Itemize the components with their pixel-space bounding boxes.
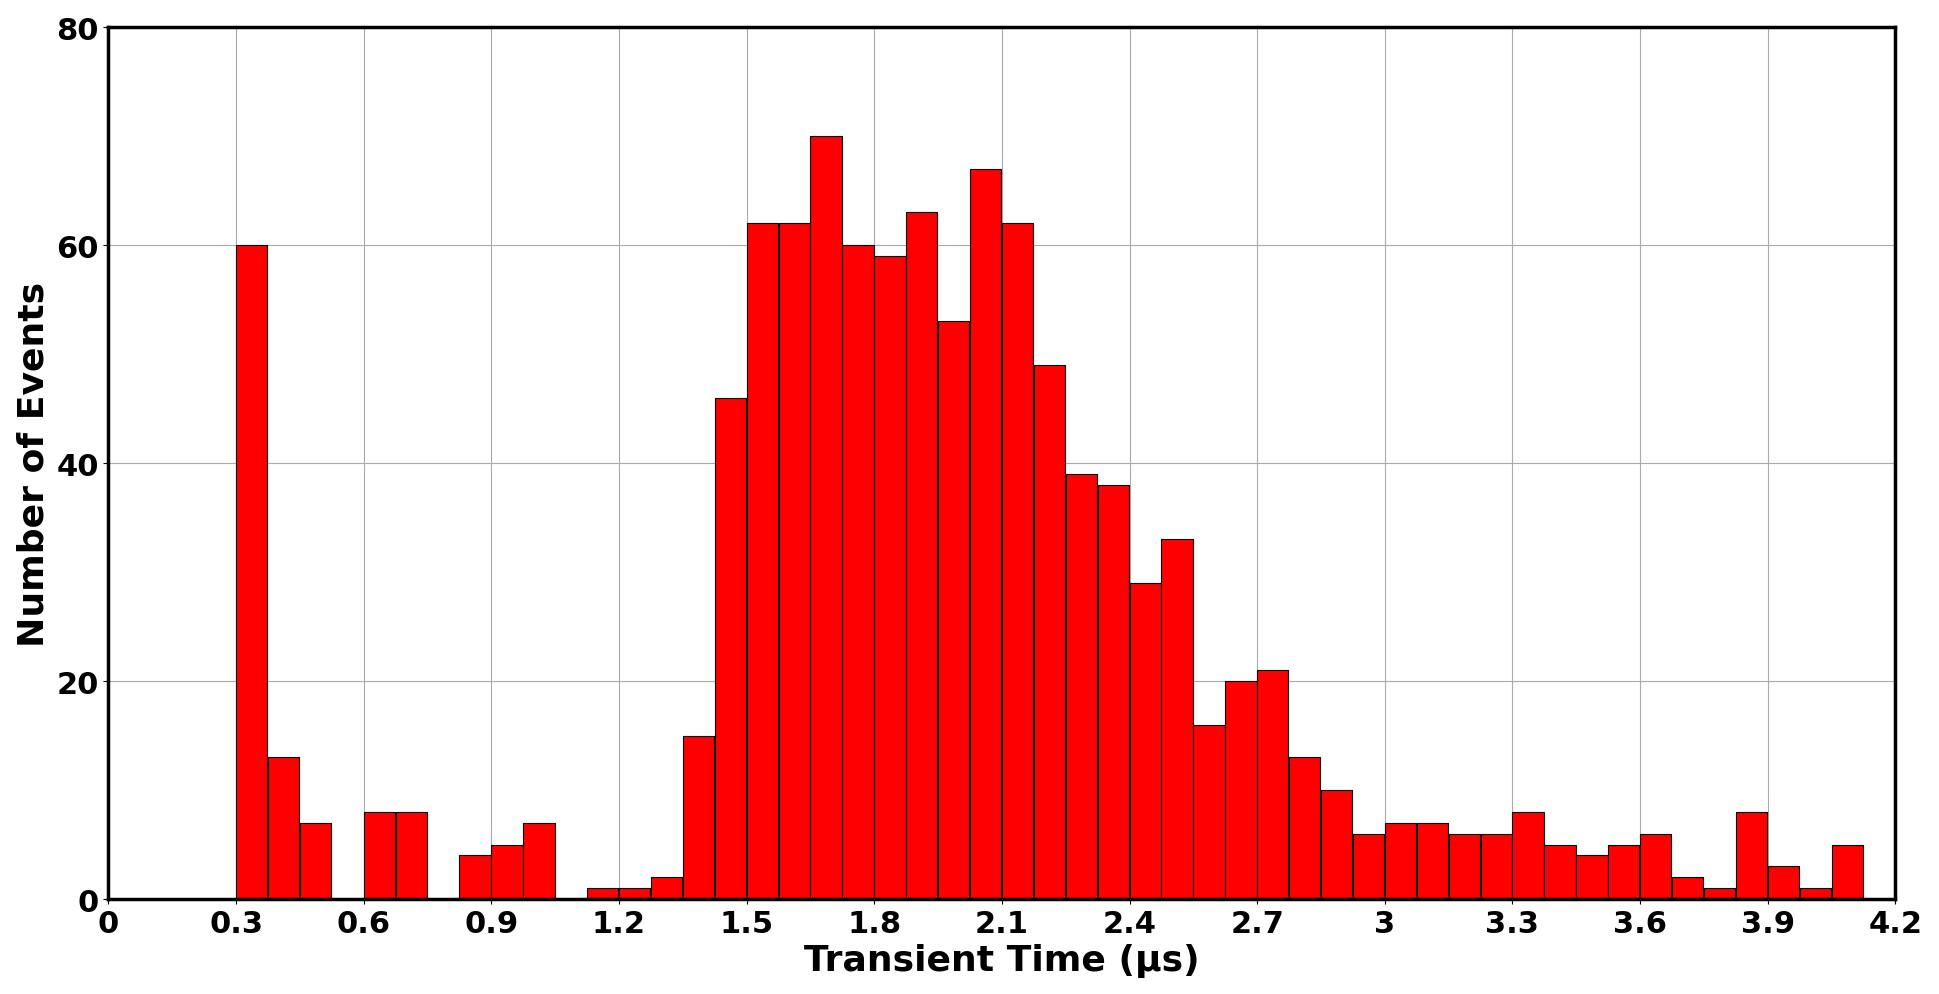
Bar: [652, 878, 683, 900]
Y-axis label: Number of Events: Number of Events: [17, 281, 50, 646]
Bar: [1640, 834, 1671, 900]
Bar: [1894, 889, 1927, 900]
Bar: [1066, 474, 1097, 900]
Bar: [1320, 790, 1351, 900]
Bar: [1543, 845, 1576, 900]
Bar: [747, 224, 778, 900]
Bar: [396, 812, 427, 900]
Bar: [1130, 583, 1161, 900]
Bar: [811, 137, 842, 900]
Bar: [715, 399, 747, 900]
Bar: [1512, 812, 1543, 900]
Bar: [1576, 856, 1607, 900]
X-axis label: Transient Time (μs): Transient Time (μs): [805, 943, 1200, 977]
Bar: [1161, 540, 1192, 900]
Bar: [491, 845, 524, 900]
Bar: [1832, 845, 1863, 900]
Bar: [301, 823, 332, 900]
Bar: [1417, 823, 1448, 900]
Bar: [1225, 682, 1256, 900]
Bar: [874, 256, 906, 900]
Bar: [1289, 757, 1320, 900]
Bar: [1768, 867, 1799, 900]
Bar: [1799, 889, 1830, 900]
Bar: [588, 889, 619, 900]
Bar: [1704, 889, 1735, 900]
Bar: [1097, 485, 1128, 900]
Bar: [1671, 878, 1702, 900]
Bar: [524, 823, 555, 900]
Bar: [906, 214, 937, 900]
Bar: [1735, 812, 1766, 900]
Bar: [1353, 834, 1384, 900]
Bar: [683, 736, 714, 900]
Bar: [938, 322, 970, 900]
Bar: [1256, 671, 1287, 900]
Bar: [1384, 823, 1415, 900]
Bar: [619, 889, 650, 900]
Bar: [1033, 366, 1065, 900]
Bar: [970, 170, 1001, 900]
Bar: [1481, 834, 1512, 900]
Bar: [779, 224, 811, 900]
Bar: [1607, 845, 1640, 900]
Bar: [1192, 725, 1225, 900]
Bar: [1448, 834, 1479, 900]
Bar: [842, 246, 874, 900]
Bar: [365, 812, 396, 900]
Bar: [268, 757, 299, 900]
Bar: [1002, 224, 1033, 900]
Bar: [460, 856, 491, 900]
Bar: [237, 246, 268, 900]
